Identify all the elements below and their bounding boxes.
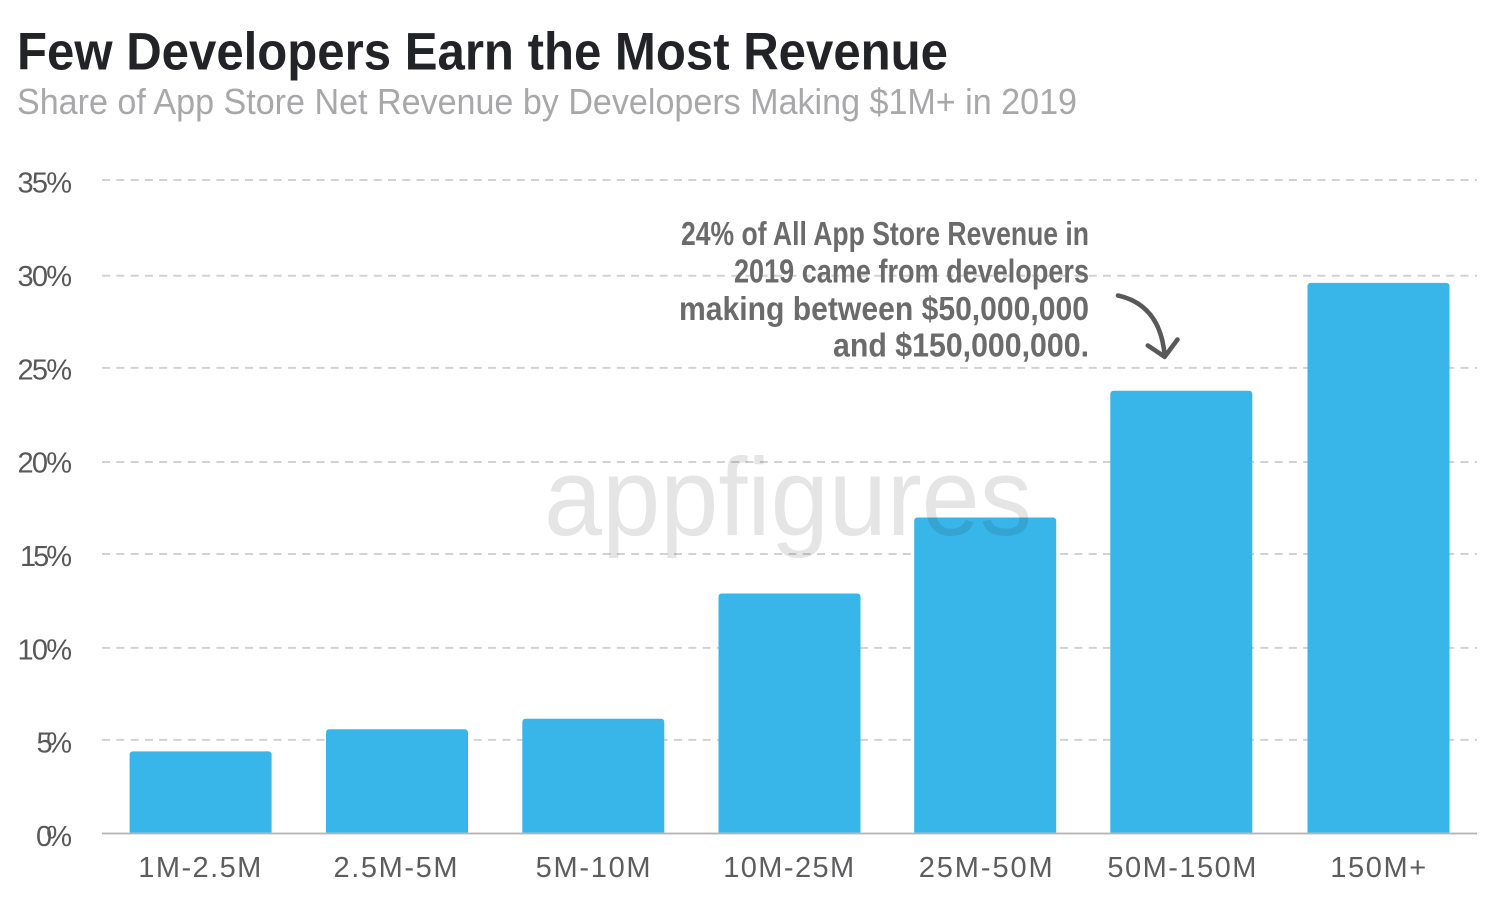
svg-text:Share of App Store Net Revenue: Share of App Store Net Revenue by Develo… — [17, 81, 1077, 122]
svg-text:5M-10M: 5M-10M — [536, 852, 651, 884]
svg-text:1M-2.5M: 1M-2.5M — [138, 852, 261, 884]
svg-text:24% of All App Store Revenue i: 24% of All App Store Revenue in — [681, 215, 1089, 252]
svg-text:20%: 20% — [18, 448, 73, 480]
svg-text:10M-25M: 10M-25M — [723, 852, 854, 884]
svg-text:15%: 15% — [20, 541, 72, 573]
svg-text:10%: 10% — [18, 634, 73, 666]
svg-text:making between $50,000,000: making between $50,000,000 — [679, 290, 1089, 327]
svg-text:appfigures: appfigures — [544, 436, 1032, 559]
svg-text:0%: 0% — [36, 821, 72, 853]
svg-text:Few Developers Earn the Most R: Few Developers Earn the Most Revenue — [17, 22, 948, 81]
svg-text:25%: 25% — [18, 354, 73, 386]
svg-text:25M-50M: 25M-50M — [919, 852, 1053, 884]
svg-text:35%: 35% — [18, 168, 73, 200]
svg-text:50M-150M: 50M-150M — [1107, 852, 1256, 884]
svg-text:30%: 30% — [18, 261, 73, 293]
svg-text:5%: 5% — [37, 728, 73, 760]
svg-text:2.5M-5M: 2.5M-5M — [334, 852, 458, 884]
svg-text:2019 came from developers: 2019 came from developers — [734, 252, 1089, 289]
svg-text:and $150,000,000.: and $150,000,000. — [833, 327, 1089, 364]
svg-text:150M+: 150M+ — [1330, 852, 1426, 884]
